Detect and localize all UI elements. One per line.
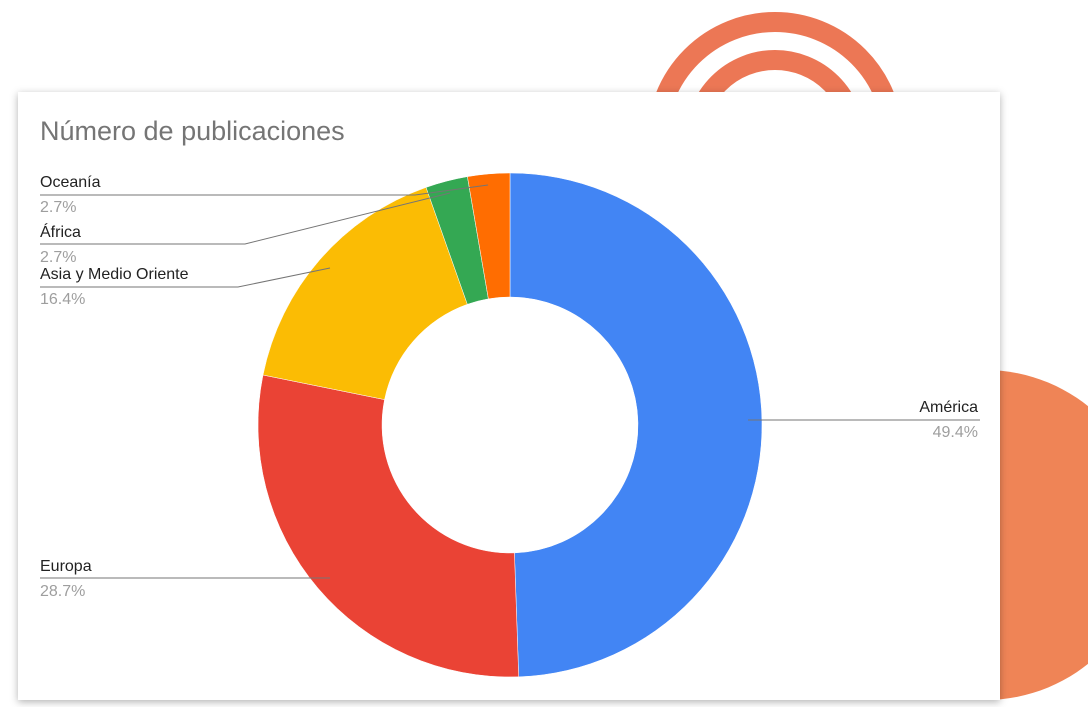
value-label: 2.7% [40,199,76,216]
slice-label: Europa [40,558,92,575]
leader-line [40,267,331,288]
slice [509,172,763,678]
value-label: 49.4% [933,424,978,441]
chart-title: Número de publicaciones [40,116,345,146]
value-label: 16.4% [40,291,85,308]
slice [467,172,511,300]
slice [257,374,519,678]
slice-label: África [40,222,81,241]
slice [262,187,468,400]
value-label: 28.7% [40,583,85,600]
slice-label: América [919,399,978,416]
value-label: 2.7% [40,249,76,266]
leader-line [40,192,451,245]
plot: América 49.4% Europa 28.7% Asia y Medio Orie… [40,172,980,678]
slice-label: Asia y Medio Oriente [40,266,189,283]
slice-label: Oceanía [40,174,101,191]
leader-line [40,184,489,196]
